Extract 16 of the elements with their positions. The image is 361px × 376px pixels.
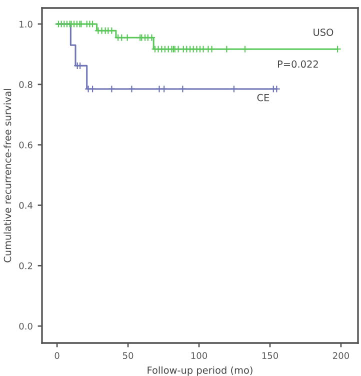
y-tick-label: 0.4 xyxy=(19,202,32,209)
y-tick-label: 0.2 xyxy=(19,262,32,270)
x-axis-title: Follow-up period (mo) xyxy=(148,366,252,376)
y-axis-title: Cumulative recurrence-free survival xyxy=(4,89,12,262)
annotation: USO xyxy=(314,28,334,36)
x-tick-label: 200 xyxy=(333,352,349,360)
y-tick-label: 0.8 xyxy=(19,81,32,88)
x-tick-label: 150 xyxy=(262,352,278,360)
annotation: P=0.022 xyxy=(278,60,318,68)
y-tick-label: 0.0 xyxy=(19,322,32,330)
y-tick-label: 0.6 xyxy=(19,142,32,148)
x-tick-label: 50 xyxy=(122,352,134,360)
annotation: CE xyxy=(257,94,270,102)
x-tick-label: 0 xyxy=(54,352,60,360)
x-tick-label: 100 xyxy=(191,352,208,360)
y-tick-label: 1.0 xyxy=(20,20,32,28)
